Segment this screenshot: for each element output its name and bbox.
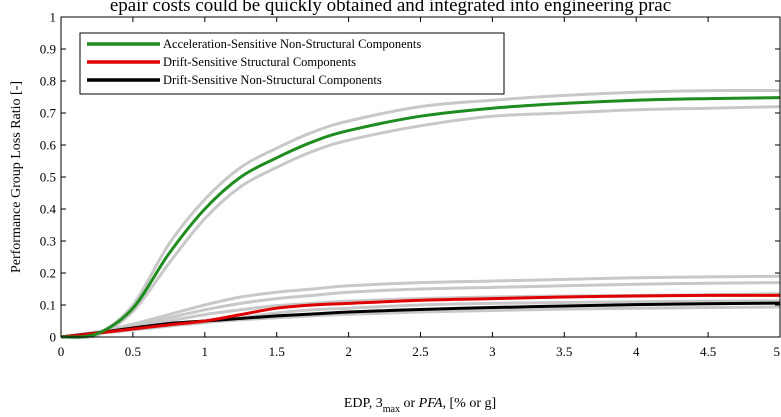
y-tick-label: 1: [50, 10, 57, 25]
y-tick-label: 0.9: [40, 42, 56, 57]
legend-label-acceleration: Acceleration-Sensitive Non-Structural Co…: [163, 37, 421, 51]
x-tick-label: 3.5: [556, 344, 572, 359]
x-tick-label: 2: [345, 344, 352, 359]
x-axis-title-part-1: EDP,: [344, 396, 376, 411]
x-tick-label: 5: [774, 344, 781, 359]
series-line-2: [60, 293, 781, 339]
x-tick-label: 4.5: [700, 344, 716, 359]
x-axis-title-part-5: , [% or g]: [443, 396, 497, 411]
y-axis-title: Performance Group Loss Ratio [-]: [9, 81, 24, 273]
caption-fragment: epair costs could be quickly obtained an…: [109, 0, 672, 16]
x-tick-label: 1.5: [269, 344, 285, 359]
band-line-3: [60, 274, 781, 339]
x-tick-label: 3: [489, 344, 496, 359]
x-tick-label: 0: [58, 344, 65, 359]
y-tick-label: 0.8: [40, 74, 56, 89]
x-tick-label: 0.5: [125, 344, 141, 359]
y-tick-label: 0.4: [40, 202, 57, 217]
y-tick-label: 0.2: [40, 266, 56, 281]
legend-label-drift-nonstructural: Drift-Sensitive Non-Structural Component…: [163, 73, 382, 87]
legend: Acceleration-Sensitive Non-Structural Co…: [79, 32, 505, 95]
band-line-1: [60, 88, 781, 339]
y-tick-label: 0.6: [40, 138, 57, 153]
legend-label-drift-structural: Drift-Sensitive Structural Components: [163, 55, 356, 69]
band-line-2: [60, 105, 781, 340]
series-line-1: [60, 96, 781, 339]
x-axis-title-part-3: or: [400, 396, 419, 411]
band-line-4: [60, 281, 781, 339]
x-tick-label: 2.5: [412, 344, 428, 359]
series-lines: [60, 96, 781, 339]
x-axis-title: EDP, 3max or PFA, [% or g]: [344, 396, 496, 415]
x-axis-title-subscript: max: [383, 404, 400, 415]
y-tick-label: 0.3: [40, 234, 56, 249]
y-tick-label: 0.5: [40, 170, 56, 185]
y-tick-label: 0: [50, 330, 57, 345]
y-axis-ticks: 0 0.1 0.2 0.3 0.4 0.5 0.6 0.7 0.8 0.9 1: [40, 10, 780, 345]
x-tick-label: 4: [633, 344, 640, 359]
x-axis-ticks: 0 0.5 1 1.5 2 2.5 3 3.5 4 4.5 5: [58, 17, 781, 359]
x-tick-label: 1: [202, 344, 209, 359]
x-axis-title-part-4: PFA: [418, 396, 443, 411]
y-tick-label: 0.7: [40, 106, 57, 121]
x-axis-title-part-2: 3: [376, 396, 383, 411]
y-tick-label: 0.1: [40, 298, 56, 313]
